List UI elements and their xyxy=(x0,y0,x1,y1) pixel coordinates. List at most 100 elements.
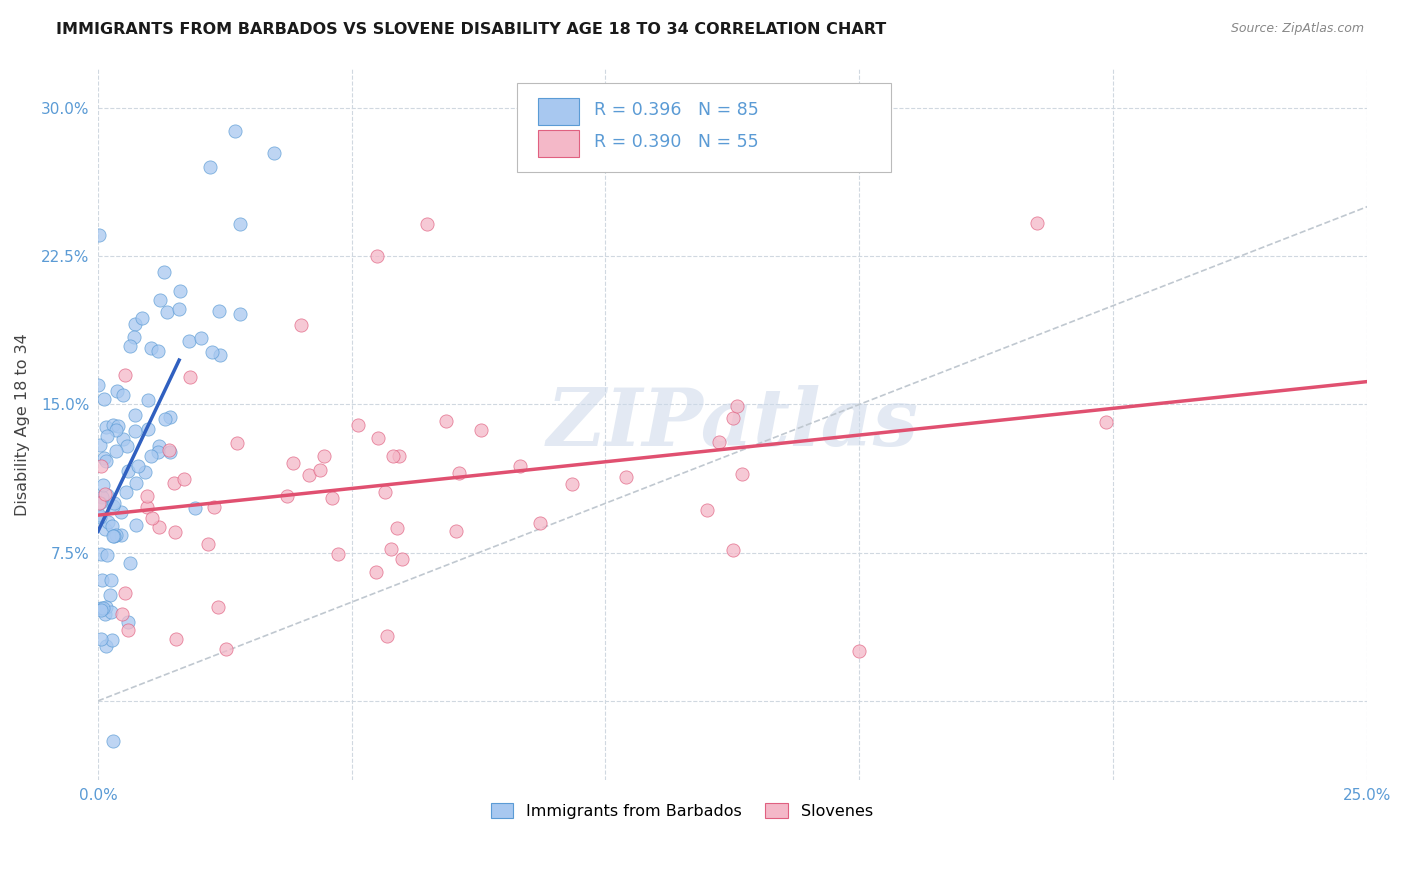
Point xyxy=(162,475,184,490)
Point xyxy=(380,541,402,556)
Point xyxy=(444,524,467,538)
Point xyxy=(89,458,111,473)
Point xyxy=(105,528,128,542)
Point xyxy=(91,490,114,504)
Point xyxy=(167,301,190,316)
Point xyxy=(94,522,117,536)
Point xyxy=(105,384,128,399)
Point xyxy=(561,477,583,491)
Point xyxy=(209,348,232,362)
Point xyxy=(347,418,370,433)
Point xyxy=(415,217,437,231)
Point xyxy=(135,489,157,503)
Point xyxy=(381,449,404,463)
Point xyxy=(198,161,221,175)
FancyBboxPatch shape xyxy=(538,98,579,126)
Point xyxy=(509,458,531,473)
Point xyxy=(146,445,169,459)
Point xyxy=(449,467,471,481)
Point xyxy=(93,450,115,465)
Y-axis label: Disability Age 18 to 34: Disability Age 18 to 34 xyxy=(15,333,30,516)
Point xyxy=(148,520,170,534)
Point xyxy=(104,423,127,437)
Point xyxy=(94,639,117,653)
Point xyxy=(385,521,408,535)
Point xyxy=(111,607,134,622)
Point xyxy=(87,228,110,243)
Point xyxy=(297,467,319,482)
Point xyxy=(104,443,127,458)
Point xyxy=(173,472,195,486)
Point xyxy=(366,249,388,263)
Point xyxy=(100,605,122,619)
Point xyxy=(117,615,139,629)
Point xyxy=(120,557,142,571)
Text: ZIPatlas: ZIPatlas xyxy=(547,385,918,463)
Point xyxy=(388,449,411,463)
Point xyxy=(89,510,111,524)
Point xyxy=(157,442,180,457)
Point xyxy=(90,603,112,617)
Point xyxy=(696,503,718,517)
Point xyxy=(134,465,156,479)
Point xyxy=(101,499,124,513)
Point xyxy=(98,588,121,602)
Point xyxy=(1025,216,1047,230)
Point xyxy=(165,632,187,646)
FancyBboxPatch shape xyxy=(516,83,891,171)
Point xyxy=(89,495,111,509)
Point xyxy=(159,409,181,424)
Point xyxy=(87,377,110,392)
Point xyxy=(89,438,111,452)
Point xyxy=(97,515,120,529)
Point xyxy=(111,433,134,447)
Point xyxy=(136,500,159,514)
Point xyxy=(179,334,201,348)
Point xyxy=(529,516,551,530)
Point xyxy=(276,489,298,503)
Point xyxy=(224,123,246,137)
FancyBboxPatch shape xyxy=(538,130,579,158)
Point xyxy=(114,368,136,382)
Point xyxy=(141,511,163,525)
Point xyxy=(263,146,285,161)
Point xyxy=(96,428,118,442)
Point xyxy=(207,600,229,615)
Point xyxy=(101,734,124,748)
Point xyxy=(101,518,124,533)
Point xyxy=(90,547,112,561)
Point xyxy=(90,601,112,615)
Point xyxy=(326,547,349,561)
Point xyxy=(124,424,146,438)
Point xyxy=(179,370,201,384)
Point xyxy=(146,343,169,358)
Point xyxy=(136,392,159,407)
Point xyxy=(190,331,212,345)
Text: Source: ZipAtlas.com: Source: ZipAtlas.com xyxy=(1230,22,1364,36)
Point xyxy=(96,488,118,502)
Point xyxy=(314,449,336,463)
Point xyxy=(208,304,231,318)
Point xyxy=(94,454,117,468)
Point xyxy=(470,423,492,437)
Point xyxy=(148,439,170,453)
Text: R = 0.390   N = 55: R = 0.390 N = 55 xyxy=(595,133,759,151)
Point xyxy=(118,339,141,353)
Point xyxy=(114,485,136,500)
Point xyxy=(614,470,637,484)
Point xyxy=(96,549,118,563)
Point xyxy=(731,467,754,482)
Text: R = 0.396   N = 85: R = 0.396 N = 85 xyxy=(595,101,759,119)
Point xyxy=(169,285,191,299)
Point xyxy=(215,642,238,657)
Point xyxy=(309,463,332,477)
Point xyxy=(90,632,112,646)
Point xyxy=(114,586,136,600)
Point xyxy=(290,318,312,333)
Point xyxy=(96,419,118,434)
Point xyxy=(124,330,146,344)
Point xyxy=(110,505,132,519)
Point xyxy=(725,399,748,413)
Point xyxy=(153,412,176,426)
Point xyxy=(709,435,731,450)
